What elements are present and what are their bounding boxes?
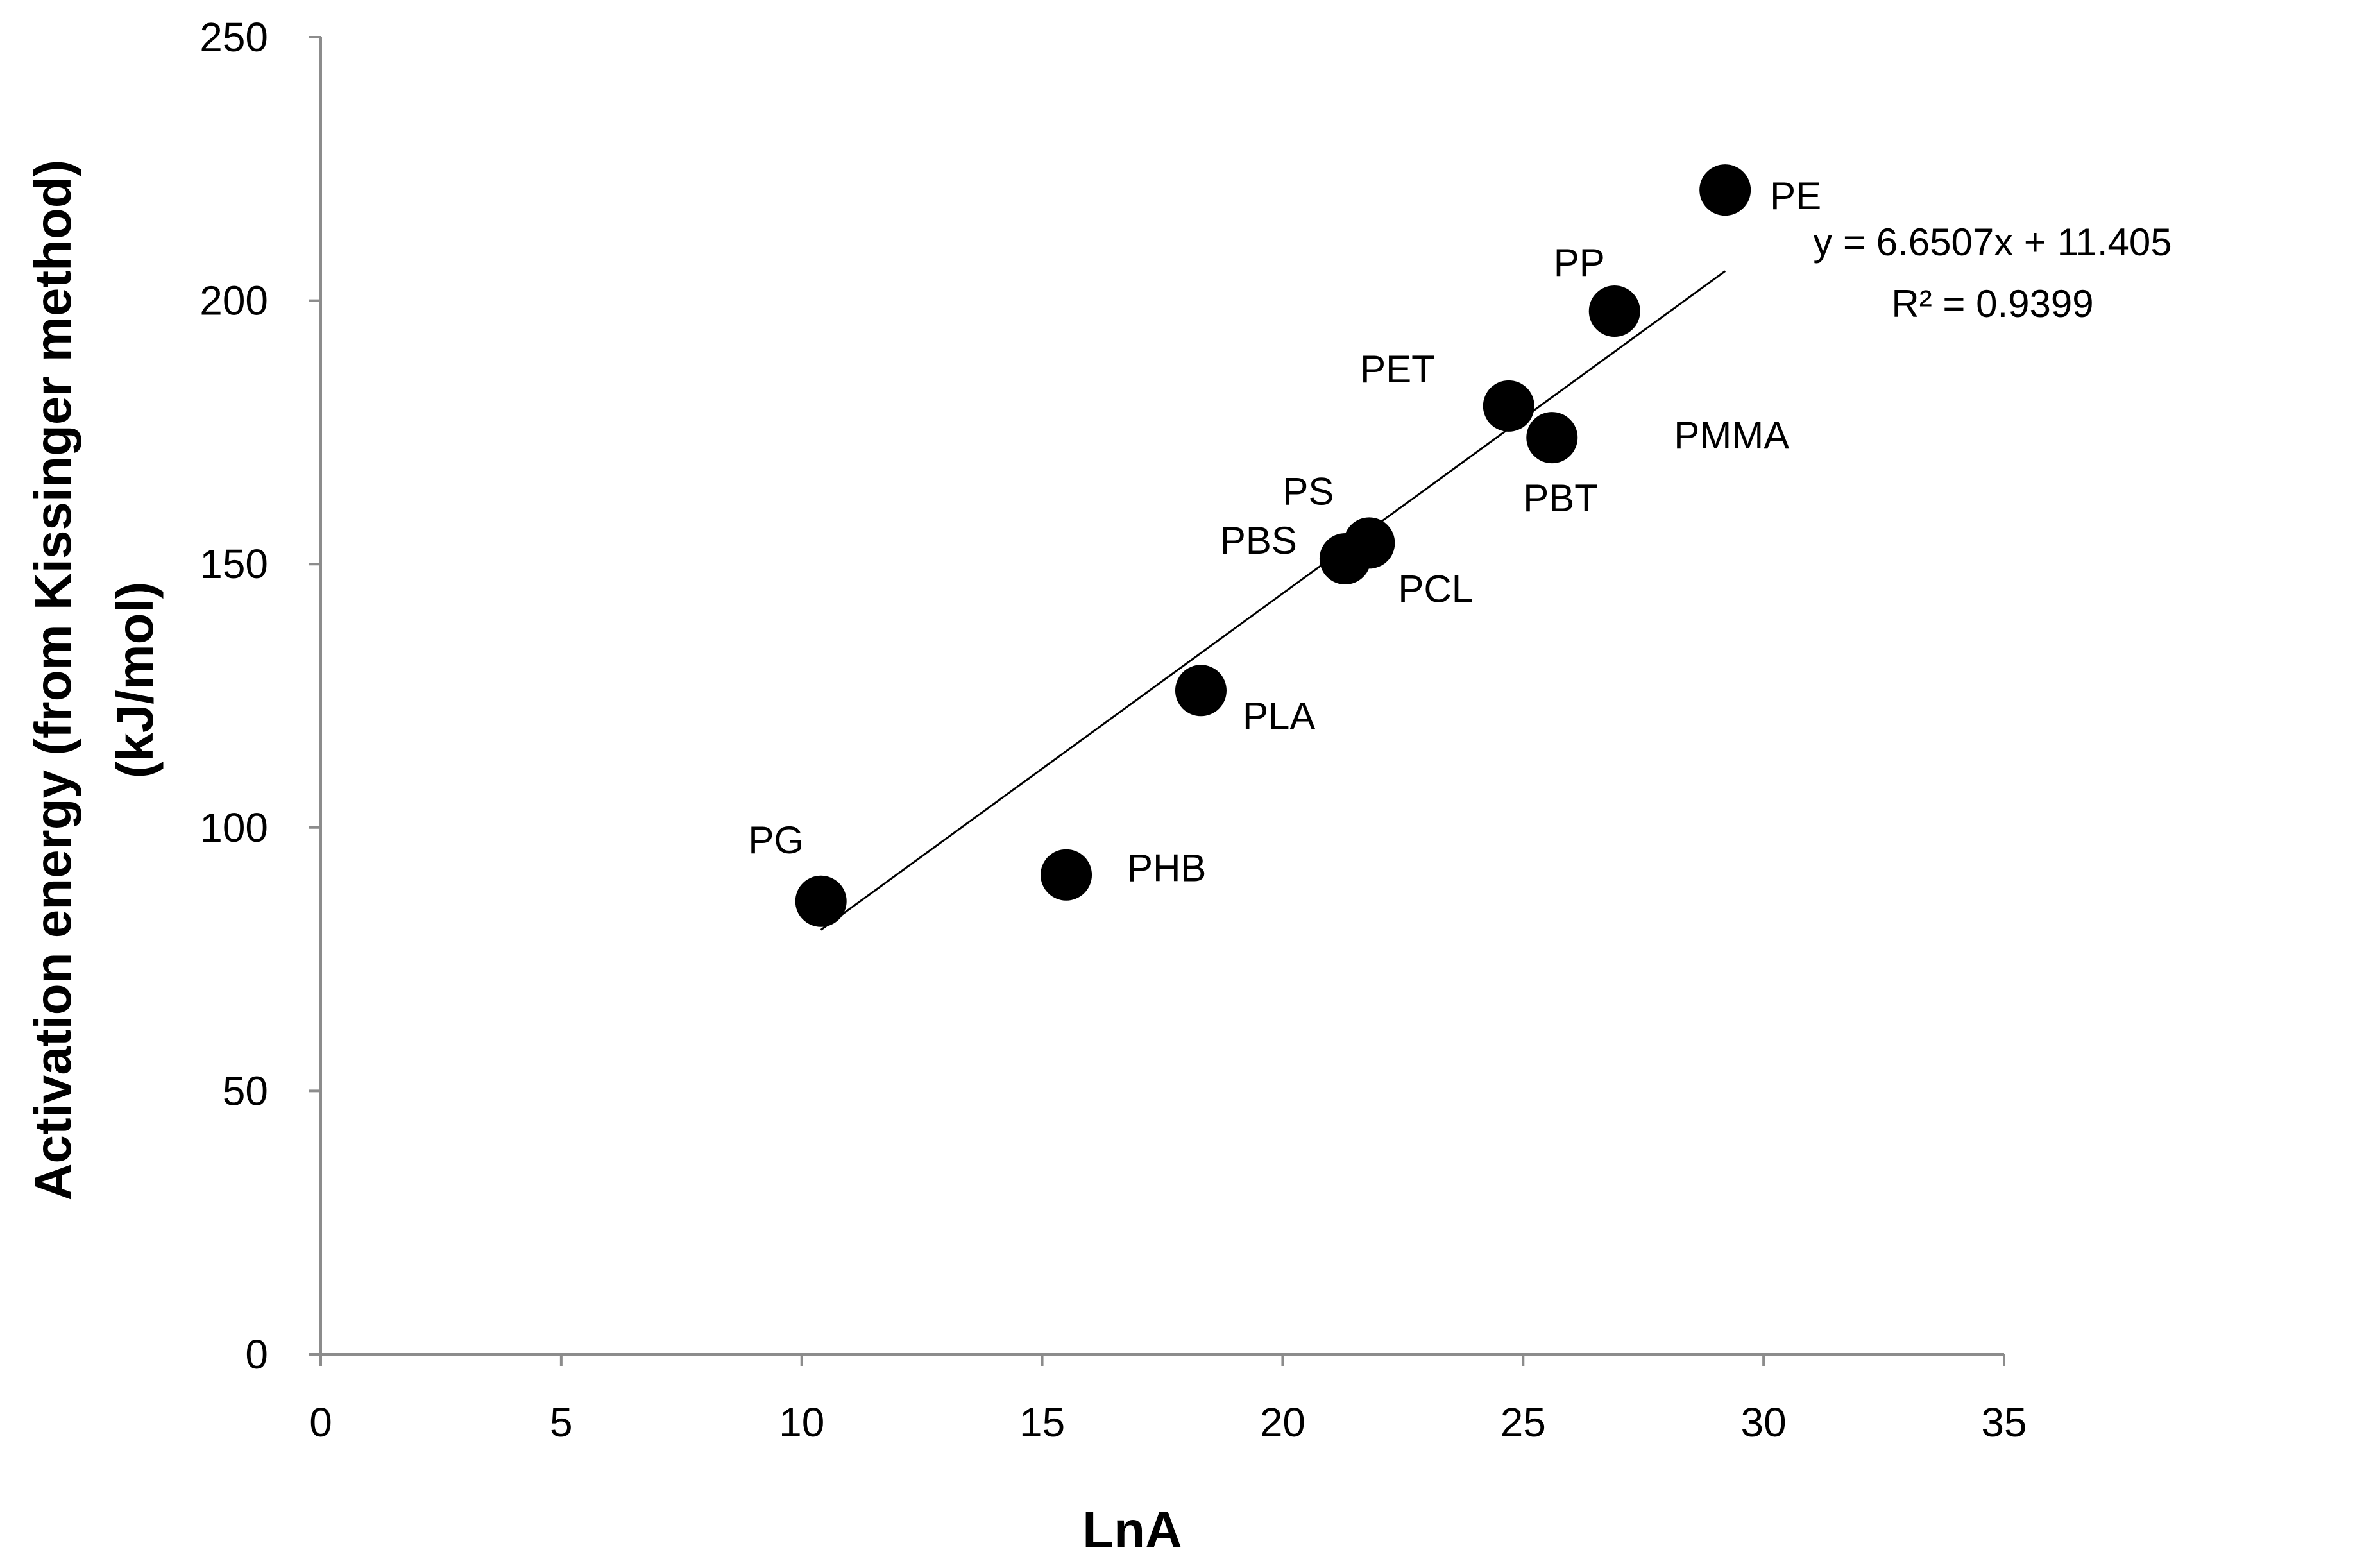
x-tick-label: 30 — [1741, 1399, 1787, 1445]
x-tick-label: 15 — [1019, 1399, 1065, 1445]
points-layer — [795, 164, 1751, 927]
y-tick-label: 100 — [200, 805, 268, 851]
data-point — [1588, 285, 1640, 337]
y-tick-label: 250 — [200, 14, 268, 60]
y-tick-label: 150 — [200, 541, 268, 587]
x-tick-label: 5 — [550, 1399, 573, 1445]
data-point — [1343, 517, 1395, 569]
trendline-r-squared: R² = 0.9399 — [1891, 282, 2093, 325]
trendline-equation: y = 6.6507x + 11.405 — [1813, 221, 2172, 264]
y-tick-label: 0 — [245, 1331, 268, 1377]
point-label-ps: PS — [1282, 470, 1334, 513]
trendline-layer — [820, 270, 1726, 931]
point-label-pbt: PBT — [1523, 477, 1598, 520]
data-point — [1699, 164, 1751, 216]
y-axis-title-line1: Activation energy (from Kissinger method… — [24, 160, 81, 1200]
point-label-pcl: PCL — [1398, 567, 1473, 610]
point-label-pbs: PBS — [1220, 519, 1297, 562]
point-label-pmma: PMMA — [1674, 414, 1789, 457]
plot-area: 0 5 10 15 20 25 30 35 0 50 100 150 200 250 — [200, 14, 2027, 1445]
data-point — [1526, 412, 1578, 464]
point-label-phb: PHB — [1127, 847, 1206, 890]
trendline — [820, 270, 1726, 931]
point-label-pp: PP — [1554, 241, 1605, 284]
x-tick-label: 10 — [779, 1399, 824, 1445]
data-point — [795, 875, 847, 927]
data-point — [1175, 665, 1227, 717]
point-labels-layer: PG PHB PLA PBS PCL PS PET PBT PMMA PP PE — [748, 175, 1821, 890]
x-axis-title: LnA — [1082, 1501, 1182, 1558]
point-label-pet: PET — [1360, 348, 1435, 391]
point-label-pg: PG — [748, 819, 804, 862]
x-tick-label: 25 — [1500, 1399, 1546, 1445]
y-tick-label: 50 — [223, 1068, 268, 1114]
x-tick-label: 0 — [309, 1399, 332, 1445]
x-tick-label: 35 — [1981, 1399, 2027, 1445]
point-label-pla: PLA — [1243, 694, 1315, 737]
point-label-pe: PE — [1770, 175, 1821, 217]
x-tick-label: 20 — [1260, 1399, 1305, 1445]
data-point — [1483, 380, 1534, 432]
data-point — [1041, 849, 1092, 901]
y-axis-title-line2: (kJ/mol) — [106, 582, 164, 779]
y-tick-label: 200 — [200, 278, 268, 324]
